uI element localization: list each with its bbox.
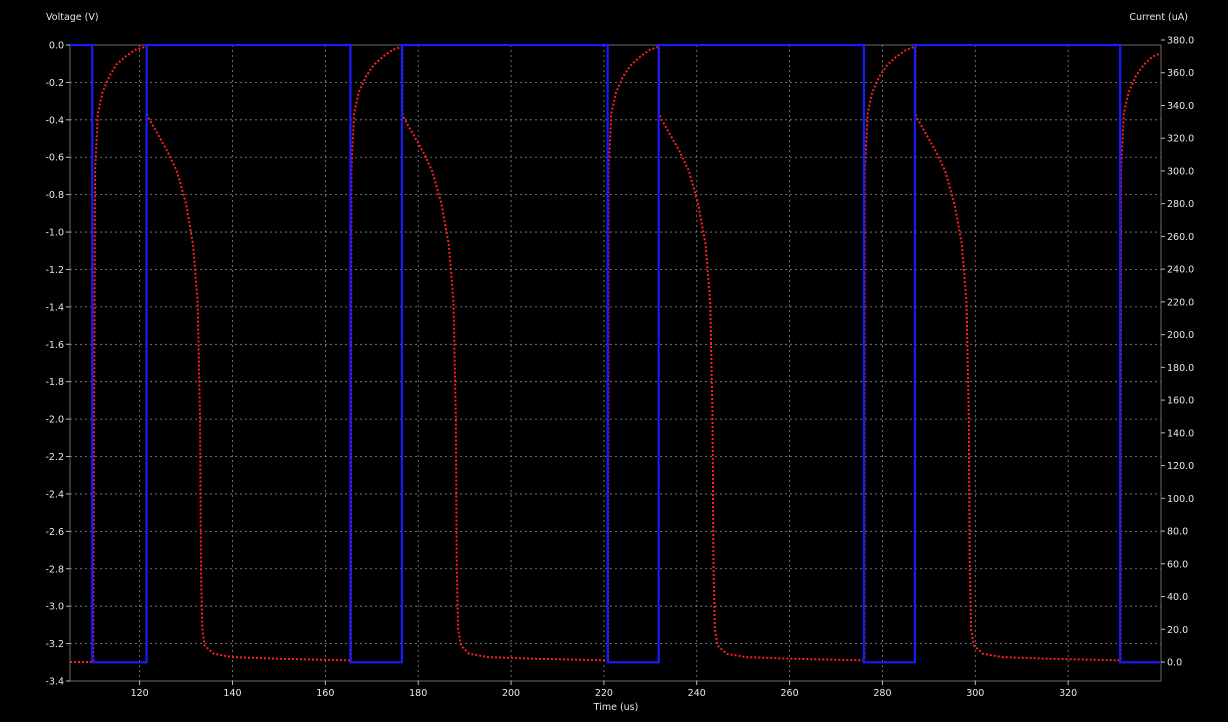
x-tick-label: 200 [502, 688, 520, 699]
y-right-tick-label: 60.0 [1167, 559, 1188, 570]
y-right-tick-label: 160.0 [1167, 396, 1194, 407]
y-right-tick-label: 20.0 [1167, 625, 1188, 636]
y-left-tick-label: -1.4 [45, 302, 64, 313]
y-left-tick-label: -1.2 [45, 265, 64, 276]
grid [70, 45, 1161, 681]
x-axis: 120 140 160 180 200 220 240 260 280 300 320 [131, 681, 1077, 699]
y-left-tick-label: -2.6 [45, 527, 64, 538]
y-left-tick-label: -0.8 [45, 190, 64, 201]
series-current [70, 45, 1162, 663]
y-right-tick-label: 300.0 [1167, 166, 1194, 177]
y-right-tick-label: 380.0 [1167, 36, 1194, 47]
y-right-tick-label: 120.0 [1167, 461, 1194, 472]
x-tick-label: 300 [966, 688, 984, 699]
y-left-tick-label: 0.0 [49, 41, 64, 52]
y-right-tick-label: 140.0 [1167, 428, 1194, 439]
y-right-tick-label: 220.0 [1167, 297, 1194, 308]
y-right-axis-title: Current (uA) [1129, 12, 1188, 23]
y-left-tick-label: -2.2 [45, 452, 64, 463]
y-right-tick-label: 200.0 [1167, 330, 1194, 341]
y-left-tick-label: -2.0 [45, 415, 64, 426]
y-left-axis: 0.0 -0.2 -0.4 -0.6 -0.8 -1.0 -1.2 -1.4 -1.6 -1.8 -… [45, 41, 70, 688]
x-tick-label: 320 [1059, 688, 1077, 699]
x-tick-label: 240 [688, 688, 706, 699]
x-tick-label: 280 [873, 688, 891, 699]
y-right-tick-label: 240.0 [1167, 265, 1194, 276]
plot-frame [69, 44, 1162, 682]
y-right-tick-label: 340.0 [1167, 101, 1194, 112]
series-group [70, 43, 1162, 664]
y-left-axis-title: Voltage (V) [46, 12, 99, 23]
x-axis-title: Time (us) [593, 702, 639, 713]
y-right-tick-label: 40.0 [1167, 592, 1188, 603]
y-right-tick-label: 260.0 [1167, 232, 1194, 243]
y-right-axis: 380.0 360.0 340.0 320.0 300.0 280.0 260.0 240.0… [1161, 36, 1194, 669]
x-tick-label: 220 [595, 688, 613, 699]
y-right-tick-label: 280.0 [1167, 199, 1194, 210]
x-tick-label: 140 [223, 688, 241, 699]
series-voltage [70, 43, 1161, 664]
y-right-tick-label: 0.0 [1167, 658, 1182, 669]
x-tick-label: 160 [316, 688, 334, 699]
y-left-tick-label: -0.2 [45, 78, 64, 89]
x-tick-label: 260 [781, 688, 799, 699]
y-right-tick-label: 100.0 [1167, 494, 1194, 505]
y-right-tick-label: 360.0 [1167, 68, 1194, 79]
y-left-tick-label: -0.6 [45, 153, 64, 164]
y-left-tick-label: -2.4 [45, 489, 64, 500]
x-tick-label: 180 [409, 688, 427, 699]
y-left-tick-label: -1.0 [45, 228, 64, 239]
y-right-tick-label: 180.0 [1167, 363, 1194, 374]
y-left-tick-label: -0.4 [45, 115, 64, 126]
y-right-tick-label: 80.0 [1167, 527, 1188, 538]
y-left-tick-label: -1.8 [45, 377, 64, 388]
y-left-tick-label: -2.8 [45, 564, 64, 575]
y-left-tick-label: -3.4 [45, 677, 64, 688]
y-left-tick-label: -3.2 [45, 639, 64, 650]
y-left-tick-label: -3.0 [45, 602, 64, 613]
y-left-tick-label: -1.6 [45, 340, 64, 351]
y-right-tick-label: 320.0 [1167, 134, 1194, 145]
x-tick-label: 120 [131, 688, 149, 699]
